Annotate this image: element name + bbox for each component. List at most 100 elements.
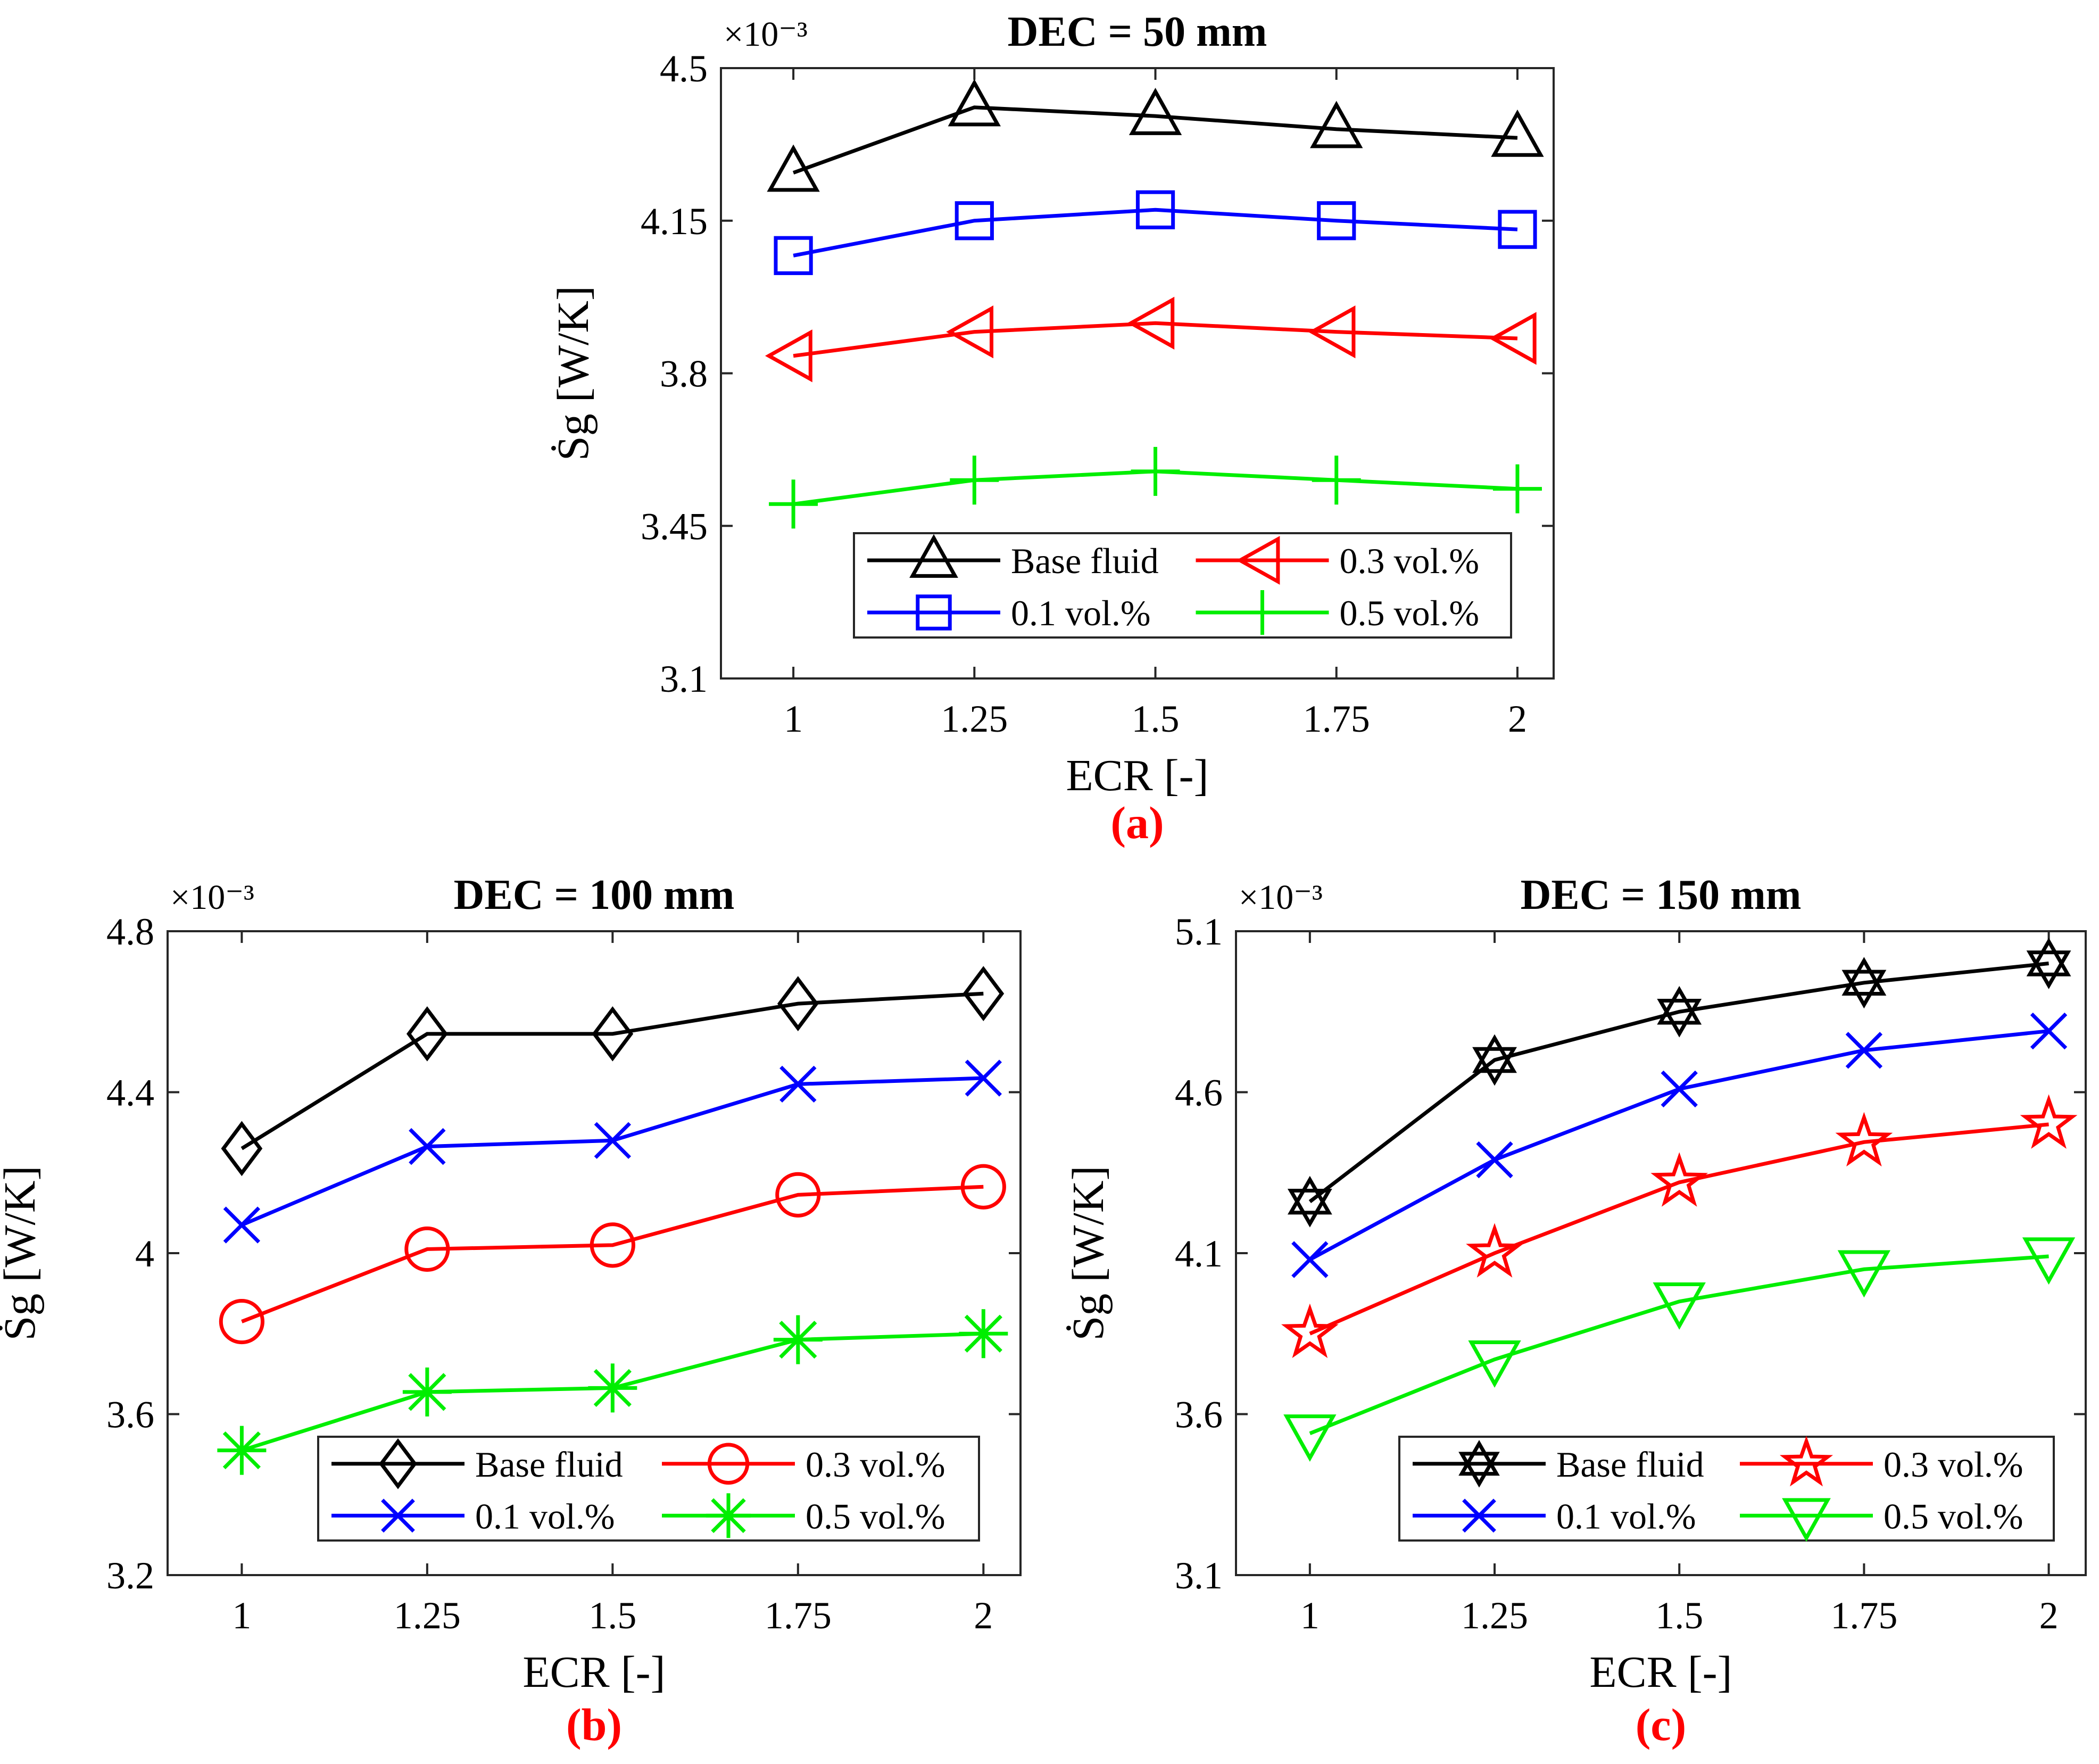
data-point-marker (775, 1172, 821, 1218)
legend-box (853, 532, 1512, 639)
legend-marker (916, 594, 952, 631)
data-point-marker (1835, 1112, 1893, 1167)
data-point-marker (1312, 456, 1361, 505)
legend-marker (379, 1438, 417, 1489)
chart-title: DEC = 150 mm (1521, 872, 1802, 918)
legend-label: 0.3 vol.% (806, 1444, 945, 1485)
data-point-marker (769, 479, 818, 529)
y-tick-label: 4.8 (106, 910, 154, 953)
y-tick-label: 3.6 (1175, 1394, 1223, 1436)
legend-marker (707, 1443, 750, 1485)
chart-title: DEC = 50 mm (1008, 9, 1267, 55)
data-point-marker (1291, 1241, 1329, 1278)
data-point-marker (948, 79, 1001, 127)
y-tick-label: 4 (135, 1232, 154, 1275)
chart-panel: 1 1.25 1.5 1.75 2 3.1 3.45 3.8 4.15 4.5 ×10⁻³ DEC =… (549, 9, 1555, 848)
data-point-marker (1476, 1141, 1513, 1179)
chart-panel: 1 1.25 1.5 1.75 2 3.1 3.6 4.1 4.6 5.1 ×10⁻³ DEC = 1… (1064, 872, 2087, 1750)
panel-label: (b) (566, 1699, 622, 1750)
data-point-marker (1466, 1223, 1523, 1278)
legend-marker (1458, 1452, 1500, 1488)
data-point-marker (777, 976, 819, 1031)
series-line (793, 208, 1518, 258)
data-point-marker (959, 1309, 1008, 1359)
data-point-marker (1650, 1152, 1708, 1207)
data-point-marker (590, 1222, 635, 1268)
x-tick-label: 1.75 (765, 1594, 832, 1637)
x-tick-label: 1.5 (1132, 698, 1180, 740)
data-point-marker (950, 456, 999, 505)
legend-box (1398, 1436, 2055, 1542)
x-tick-label: 1.5 (588, 1594, 636, 1637)
legend-marker (381, 1498, 415, 1533)
y-tick-label: 4.5 (660, 47, 708, 90)
series-line (1309, 1254, 2049, 1436)
series-line (241, 1076, 984, 1227)
series-line (1308, 962, 2049, 1203)
y-axis-label: Ṡg [W/K] (0, 1166, 45, 1341)
legend-marker (706, 1493, 751, 1538)
legend-label: 0.1 vol.% (1011, 593, 1151, 633)
y-tick-label: 4.4 (106, 1072, 154, 1114)
x-tick-label: 1.75 (1303, 698, 1370, 740)
series-line (241, 1185, 984, 1323)
legend-label: 0.1 vol.% (1556, 1496, 1696, 1536)
data-point-marker (2026, 950, 2071, 989)
y-tick-label: 4.15 (641, 200, 708, 243)
data-point-marker (779, 1065, 817, 1103)
x-tick-label: 1 (784, 698, 803, 740)
data-point-marker (594, 1122, 632, 1159)
legend-box (317, 1436, 980, 1542)
data-point-marker (1492, 464, 1542, 514)
x-tick-label: 1 (1300, 1594, 1320, 1637)
data-point-marker (404, 1226, 450, 1272)
data-point-marker (1317, 201, 1356, 241)
x-axis-label: ECR [-] (1066, 751, 1208, 800)
data-point-marker (221, 1121, 263, 1177)
legend-marker (1240, 590, 1285, 635)
legend-marker (1782, 1498, 1831, 1542)
data-point-marker (1468, 1340, 1521, 1388)
data-point-marker (406, 1006, 448, 1062)
data-point-marker (1657, 985, 1702, 1025)
data-point-marker (1287, 1175, 1332, 1215)
x-tick-label: 1.5 (1655, 1594, 1703, 1637)
data-point-marker (1472, 1047, 1517, 1086)
data-point-marker (1129, 87, 1182, 135)
data-point-marker (1837, 1250, 1891, 1298)
y-tick-label: 3.1 (660, 658, 708, 700)
data-point-marker (946, 305, 994, 359)
data-point-marker (409, 1128, 446, 1165)
series-line (1309, 1029, 2049, 1262)
y-tick-label: 3.45 (641, 505, 708, 548)
data-point-marker (767, 144, 820, 192)
legend-label: 0.5 vol.% (1340, 593, 1480, 633)
data-point-marker (960, 1164, 1006, 1210)
legend-label: Base fluid (1011, 541, 1159, 581)
chart-title: DEC = 100 mm (454, 872, 735, 918)
x-tick-label: 1.75 (1830, 1594, 1897, 1637)
data-point-marker (223, 1206, 261, 1244)
x-tick-label: 2 (1508, 698, 1527, 740)
data-point-marker (955, 201, 994, 241)
data-point-marker (1308, 305, 1356, 359)
data-point-marker (2026, 938, 2071, 976)
data-point-marker (1841, 970, 1887, 1009)
legend-label: 0.1 vol.% (475, 1496, 615, 1536)
y-tick-label: 3.2 (106, 1554, 154, 1597)
data-point-marker (402, 1367, 452, 1417)
y-tick-label: 3.6 (106, 1394, 154, 1436)
legend-label: Base fluid (475, 1444, 623, 1485)
data-point-marker (219, 1298, 264, 1345)
data-point-marker (2030, 1012, 2068, 1050)
legend-label: Base fluid (1556, 1444, 1704, 1485)
legend-label: 0.3 vol.% (1884, 1444, 2023, 1485)
data-point-marker (1661, 1070, 1698, 1108)
legend-marker (1779, 1436, 1833, 1487)
data-point-marker (1657, 999, 1702, 1038)
series-line (240, 991, 984, 1150)
data-point-marker (1845, 1032, 1883, 1069)
data-point-marker (2022, 1237, 2076, 1285)
y-tick-label: 3.1 (1175, 1554, 1223, 1597)
data-point-marker (1131, 446, 1180, 496)
